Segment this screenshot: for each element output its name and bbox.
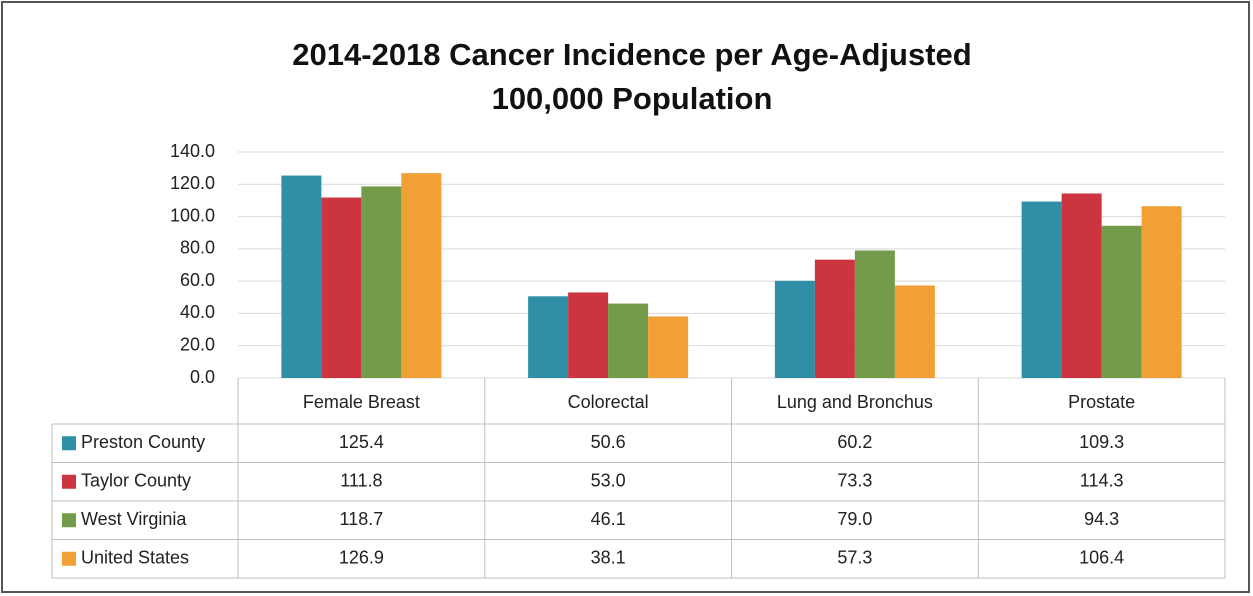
table-value: 126.9 xyxy=(339,548,384,568)
chart-title: 100,000 Population xyxy=(492,81,773,116)
bar xyxy=(568,292,609,378)
y-tick-label: 20.0 xyxy=(180,334,215,354)
y-tick-label: 60.0 xyxy=(180,270,215,290)
bar xyxy=(281,175,322,378)
x-tick-label: Colorectal xyxy=(568,392,649,412)
y-tick-label: 120.0 xyxy=(170,173,215,193)
bar xyxy=(401,173,442,378)
table-value: 114.3 xyxy=(1080,471,1124,491)
bar xyxy=(1101,225,1142,378)
bar xyxy=(528,296,569,378)
x-tick-label: Prostate xyxy=(1068,392,1135,412)
bar xyxy=(814,259,855,378)
table-value: 38.1 xyxy=(591,548,626,568)
y-tick-label: 100.0 xyxy=(170,205,215,225)
legend-label: Taylor County xyxy=(81,471,191,491)
table-value: 50.6 xyxy=(591,432,626,452)
table-value: 94.3 xyxy=(1084,509,1119,529)
x-tick-label: Lung and Bronchus xyxy=(777,392,933,412)
y-tick-label: 0.0 xyxy=(190,367,215,387)
table-value: 106.4 xyxy=(1079,548,1124,568)
legend-swatch xyxy=(62,513,76,528)
table-value: 60.2 xyxy=(837,432,872,452)
bar xyxy=(854,250,895,378)
legend-label: West Virginia xyxy=(81,509,187,529)
legend-swatch xyxy=(62,436,76,451)
legend-swatch xyxy=(62,551,76,566)
bar xyxy=(1141,206,1182,378)
table-value: 46.1 xyxy=(591,509,626,529)
x-tick-label: Female Breast xyxy=(303,392,420,412)
table-value: 53.0 xyxy=(591,471,626,491)
table-value: 118.7 xyxy=(340,509,384,529)
table-value: 57.3 xyxy=(837,548,872,568)
chart-title: 2014-2018 Cancer Incidence per Age-Adjus… xyxy=(292,37,971,72)
table-value: 125.4 xyxy=(339,432,384,452)
bar xyxy=(361,186,402,378)
table-value: 79.0 xyxy=(837,509,872,529)
bar xyxy=(608,303,649,378)
bar xyxy=(648,316,689,378)
bar xyxy=(894,285,935,378)
bar xyxy=(1061,193,1102,378)
y-tick-label: 140.0 xyxy=(170,141,215,161)
legend-label: United States xyxy=(81,548,189,568)
bar xyxy=(321,197,362,378)
table-value: 109.3 xyxy=(1079,432,1124,452)
legend-swatch xyxy=(62,474,76,489)
legend-label: Preston County xyxy=(81,432,205,452)
bar xyxy=(774,280,815,378)
bar xyxy=(1021,201,1062,378)
y-tick-label: 40.0 xyxy=(180,302,215,322)
table-value: 111.8 xyxy=(340,471,382,491)
table-value: 73.3 xyxy=(837,471,872,491)
y-tick-label: 80.0 xyxy=(180,238,215,258)
